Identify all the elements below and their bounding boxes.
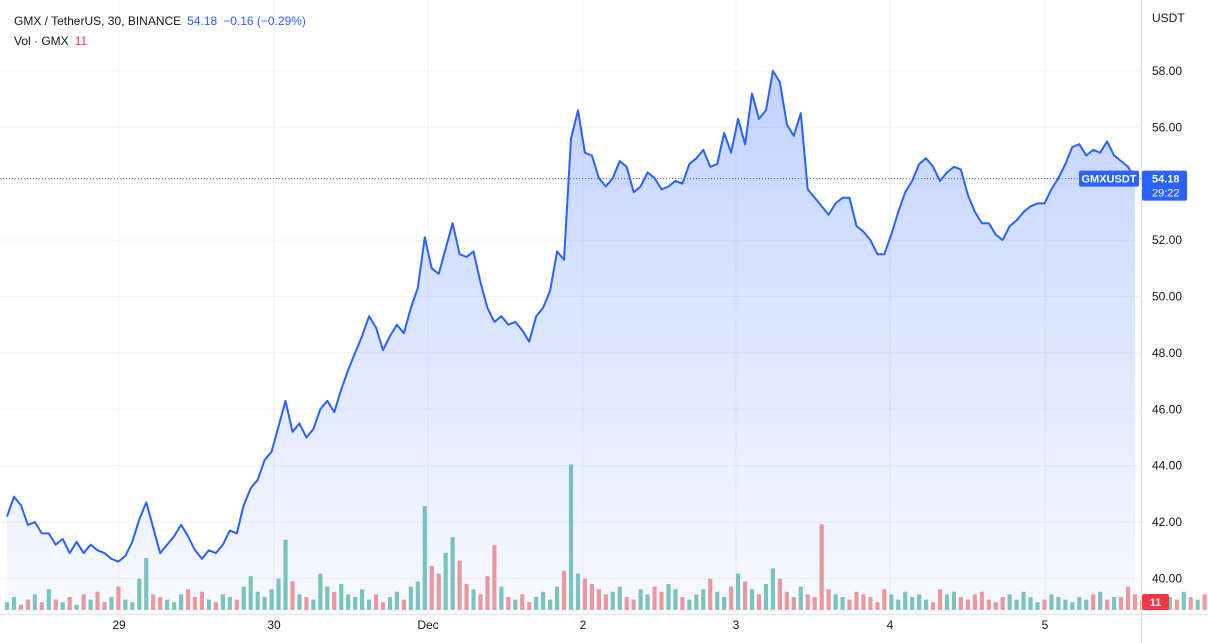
price-axis-tick-label: 46.00 — [1152, 402, 1182, 416]
price-axis-unit: USDT — [1152, 11, 1185, 25]
price-line — [6, 69, 1136, 563]
price-change-value: −0.16 (−0.29%) — [223, 14, 306, 28]
volume-bar — [1167, 597, 1172, 610]
time-axis-tick-label: 5 — [1042, 618, 1049, 632]
volume-value-tag — [1142, 594, 1169, 610]
volume-bar — [1202, 594, 1207, 610]
chart-legend: GMX / TetherUS, 30, BINANCE 54.18 −0.16 (−… — [14, 11, 306, 51]
bar-countdown: 29:22 — [1152, 188, 1180, 200]
volume-indicator-label: Vol · GMX — [14, 34, 69, 48]
price-axis-tick-label: 52.00 — [1152, 233, 1182, 247]
price-axis-tick-label: 48.00 — [1152, 346, 1182, 360]
volume-legend-row[interactable]: Vol · GMX 11 — [14, 31, 306, 51]
volume-indicator-value: 11 — [74, 34, 88, 48]
time-axis-tick-label: 4 — [887, 618, 894, 632]
symbol-title: GMX / TetherUS, 30, BINANCE — [14, 14, 182, 28]
price-axis-tick-label: 44.00 — [1152, 459, 1182, 473]
volume-bar — [1195, 599, 1200, 610]
time-axis-tick-label: 29 — [112, 618, 126, 632]
time-axis-tick-label: 2 — [580, 618, 587, 632]
volume-value-tag-label: 11 — [1150, 597, 1162, 609]
volume-bar — [1188, 597, 1193, 610]
symbol-price-tag — [1079, 170, 1139, 187]
symbol-legend-row[interactable]: GMX / TetherUS, 30, BINANCE 54.18 −0.16 (−… — [14, 11, 306, 31]
time-axis-tick-label: Dec — [417, 618, 438, 632]
last-price-value: 54.18 — [187, 14, 218, 28]
axis-tags: GMXUSDT 54.18 29:22 11 — [1079, 170, 1187, 610]
time-axis[interactable]: 29 30 Dec 2 3 4 5 — [112, 618, 1048, 632]
time-axis-tick-label: 3 — [733, 618, 740, 632]
price-axis-tick-label: 56.00 — [1152, 120, 1182, 134]
volume-bar — [1181, 591, 1186, 610]
volume-bar — [1174, 599, 1179, 610]
price-axis-tick-label: 58.00 — [1152, 64, 1182, 78]
symbol-price-tag-label: GMXUSDT — [1082, 174, 1137, 186]
time-axis-tick-label: 30 — [267, 618, 281, 632]
last-price-tag — [1142, 170, 1187, 201]
price-axis-tick-label: 50.00 — [1152, 290, 1182, 304]
price-axis-tick-label: 40.00 — [1152, 572, 1182, 586]
price-axis-tick-label: 42.00 — [1152, 515, 1182, 529]
price-area-fill — [7, 70, 1135, 614]
volume-bar — [4, 602, 10, 610]
last-price-tag-value: 54.18 — [1152, 174, 1180, 186]
